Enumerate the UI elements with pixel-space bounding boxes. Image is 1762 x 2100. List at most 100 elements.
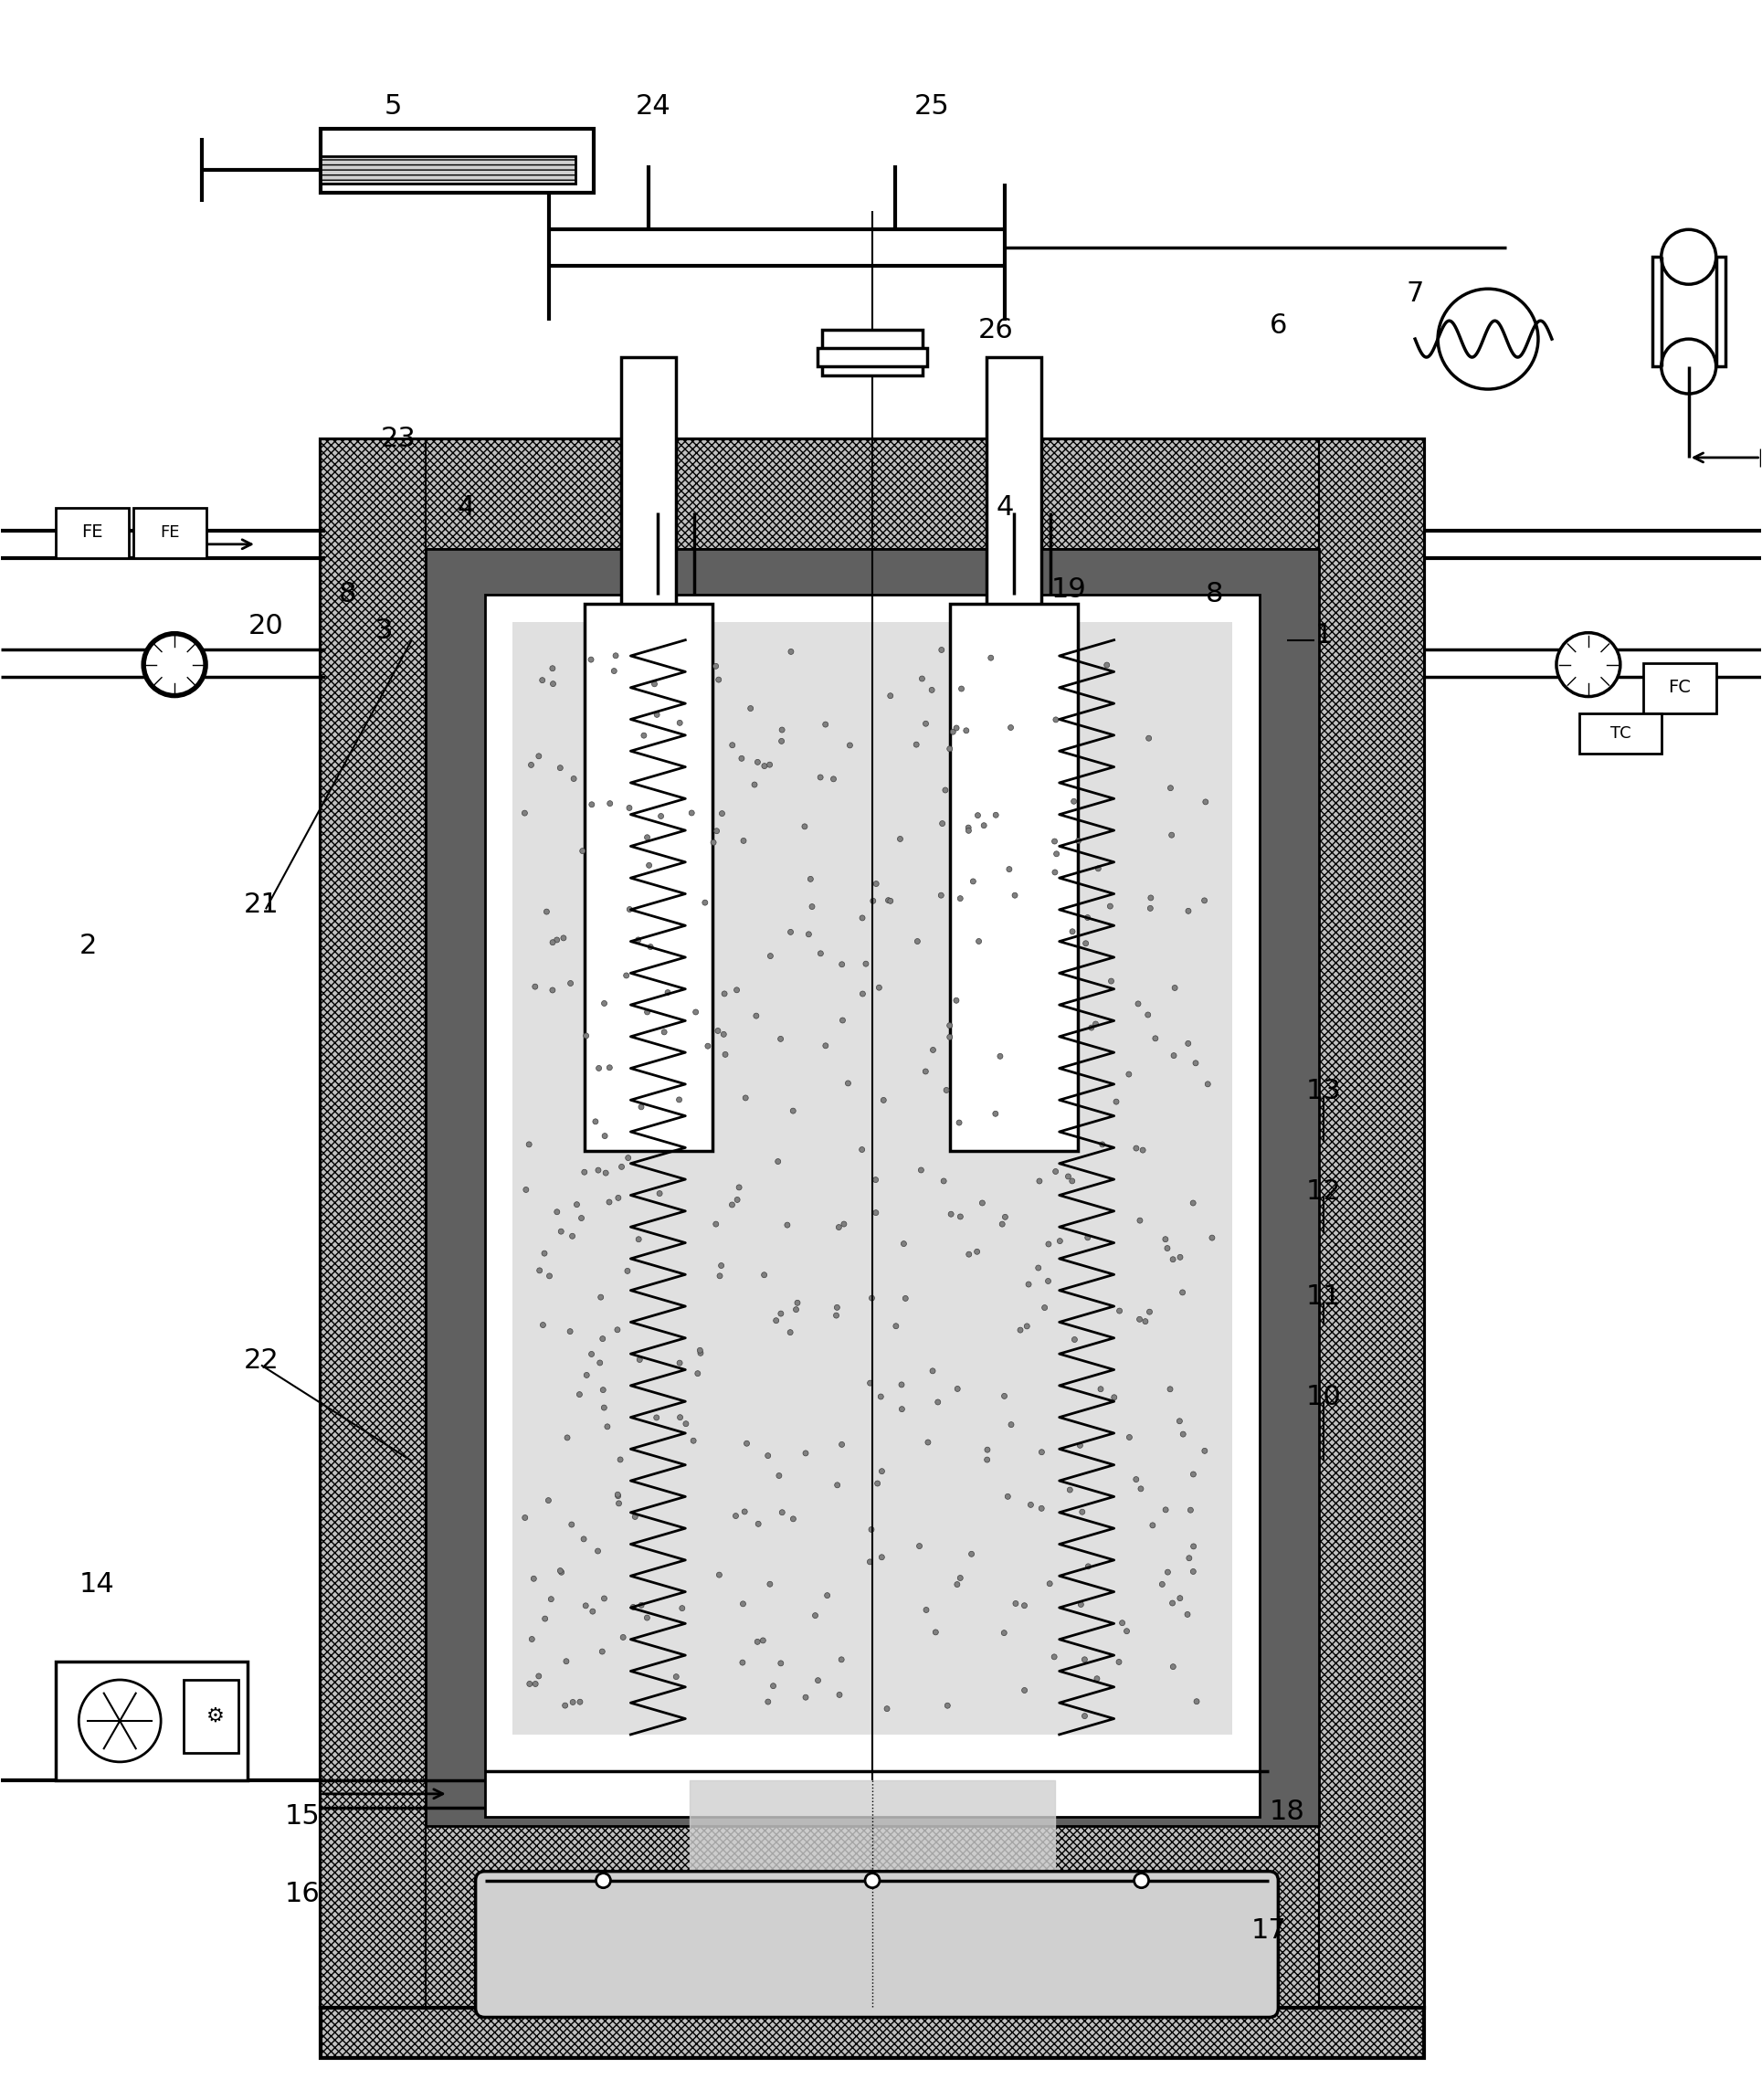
- Circle shape: [812, 1613, 818, 1619]
- Circle shape: [1001, 1630, 1006, 1636]
- Circle shape: [550, 666, 555, 672]
- Circle shape: [944, 1088, 950, 1092]
- Circle shape: [652, 680, 657, 687]
- Circle shape: [597, 1294, 604, 1300]
- Circle shape: [613, 653, 618, 659]
- Circle shape: [899, 1382, 904, 1388]
- Circle shape: [803, 1451, 809, 1455]
- Circle shape: [779, 1510, 784, 1514]
- Circle shape: [1147, 1308, 1152, 1315]
- Circle shape: [601, 1388, 606, 1392]
- Circle shape: [1018, 1327, 1024, 1334]
- Circle shape: [571, 1699, 576, 1705]
- Circle shape: [1105, 662, 1110, 668]
- Circle shape: [601, 1000, 606, 1006]
- Bar: [321, 130, 594, 193]
- Circle shape: [1004, 1493, 1011, 1499]
- Circle shape: [1107, 903, 1114, 909]
- Circle shape: [638, 1602, 645, 1609]
- Circle shape: [596, 1168, 601, 1174]
- Circle shape: [1025, 1281, 1031, 1287]
- Circle shape: [601, 1596, 606, 1600]
- Circle shape: [969, 1552, 974, 1556]
- Circle shape: [532, 985, 537, 989]
- Circle shape: [1114, 1098, 1119, 1105]
- Circle shape: [976, 939, 981, 945]
- Circle shape: [1136, 1317, 1142, 1323]
- Text: 26: 26: [978, 317, 1013, 342]
- Circle shape: [959, 687, 964, 691]
- Circle shape: [661, 1029, 668, 1035]
- Circle shape: [955, 1386, 960, 1392]
- Circle shape: [1191, 1472, 1196, 1476]
- Circle shape: [1181, 1432, 1186, 1436]
- Circle shape: [897, 836, 902, 842]
- Bar: [134, 508, 206, 559]
- Text: 15: 15: [285, 1804, 321, 1829]
- Circle shape: [946, 1023, 953, 1029]
- Circle shape: [1112, 1394, 1117, 1401]
- Circle shape: [752, 781, 758, 788]
- Circle shape: [144, 634, 204, 695]
- Circle shape: [992, 1111, 999, 1117]
- Circle shape: [543, 1617, 548, 1621]
- Circle shape: [523, 1186, 529, 1193]
- Text: 8: 8: [338, 582, 356, 607]
- Circle shape: [1172, 985, 1177, 991]
- Circle shape: [564, 1659, 569, 1663]
- Circle shape: [647, 863, 652, 867]
- Text: ⚙: ⚙: [206, 1707, 226, 1726]
- Text: 17: 17: [1251, 1917, 1286, 1945]
- Bar: [425, 548, 1320, 1825]
- Circle shape: [689, 811, 694, 815]
- Circle shape: [1040, 1449, 1045, 1455]
- Circle shape: [1135, 1002, 1140, 1006]
- Circle shape: [759, 1638, 766, 1642]
- Circle shape: [557, 1569, 564, 1573]
- Circle shape: [636, 937, 641, 943]
- Bar: [1653, 256, 1725, 365]
- Text: 3: 3: [375, 617, 393, 645]
- Bar: [425, 1825, 1320, 2008]
- Circle shape: [599, 1336, 606, 1342]
- Circle shape: [1071, 1338, 1077, 1342]
- Circle shape: [1054, 716, 1059, 722]
- Circle shape: [645, 1010, 650, 1014]
- Circle shape: [719, 1262, 724, 1268]
- Bar: [56, 1661, 247, 1781]
- Circle shape: [885, 1705, 890, 1712]
- Circle shape: [1075, 838, 1082, 844]
- Circle shape: [583, 1033, 589, 1040]
- Circle shape: [1159, 1581, 1165, 1588]
- Circle shape: [870, 899, 876, 903]
- Circle shape: [601, 1405, 606, 1411]
- Circle shape: [567, 981, 573, 987]
- Circle shape: [1133, 1476, 1138, 1483]
- Circle shape: [863, 962, 869, 966]
- Circle shape: [1138, 1487, 1144, 1491]
- Circle shape: [717, 1573, 722, 1577]
- Text: 7: 7: [1406, 279, 1424, 307]
- Circle shape: [550, 987, 555, 993]
- Circle shape: [1135, 1873, 1149, 1888]
- Circle shape: [529, 1636, 534, 1642]
- Circle shape: [1177, 1596, 1182, 1600]
- Circle shape: [837, 1693, 842, 1697]
- Circle shape: [916, 1544, 922, 1550]
- Text: 4: 4: [996, 494, 1013, 521]
- Circle shape: [719, 811, 724, 817]
- Circle shape: [589, 657, 594, 662]
- Circle shape: [1142, 1319, 1149, 1325]
- Circle shape: [714, 664, 719, 670]
- Circle shape: [735, 987, 740, 993]
- Circle shape: [698, 1350, 703, 1357]
- Circle shape: [791, 1109, 796, 1113]
- Circle shape: [988, 655, 994, 662]
- Circle shape: [929, 687, 934, 693]
- Circle shape: [874, 882, 879, 886]
- Circle shape: [608, 800, 613, 806]
- Circle shape: [1168, 1386, 1173, 1392]
- Circle shape: [624, 972, 629, 979]
- Circle shape: [754, 1012, 759, 1018]
- Circle shape: [1070, 1178, 1075, 1184]
